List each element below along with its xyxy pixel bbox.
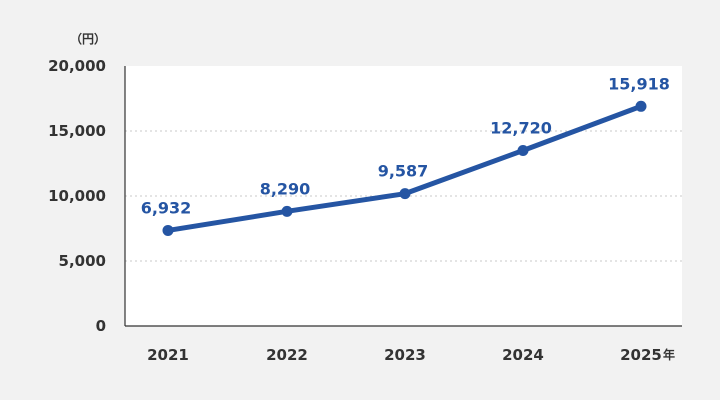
x-axis-unit-suffix: 年 xyxy=(663,347,675,362)
x-tick-label: 2022 xyxy=(266,346,308,364)
data-label-2022: 8,290 xyxy=(260,179,311,198)
y-tick-label: 10,000 xyxy=(48,187,106,205)
y-axis-ticks: 0 5,000 10,000 15,000 20,000 xyxy=(48,57,106,335)
y-tick-label: 0 xyxy=(96,317,106,335)
x-tick-label: 2024 xyxy=(502,346,544,364)
data-point-2021 xyxy=(162,224,174,236)
data-point-2023 xyxy=(399,188,411,200)
x-tick-label: 2025 xyxy=(620,346,662,364)
x-tick-label: 2023 xyxy=(384,346,426,364)
y-tick-label: 5,000 xyxy=(59,252,106,270)
data-labels: 6,932 8,290 9,587 12,720 15,918 xyxy=(141,74,670,217)
y-tick-label: 15,000 xyxy=(48,122,106,140)
data-point-2025 xyxy=(635,100,647,112)
axes xyxy=(124,66,682,327)
y-tick-label: 20,000 xyxy=(48,57,106,75)
series-price xyxy=(162,100,647,236)
data-label-2021: 6,932 xyxy=(141,198,192,217)
data-label-2024: 12,720 xyxy=(490,119,552,138)
x-tick-label: 2021 xyxy=(147,346,189,364)
data-point-2022 xyxy=(281,205,293,217)
data-label-2025: 15,918 xyxy=(608,74,670,93)
y-axis-unit-label: （円） xyxy=(70,31,106,46)
data-label-2023: 9,587 xyxy=(378,162,429,181)
x-axis-ticks: 2021 2022 2023 2024 2025 年 xyxy=(147,346,675,364)
data-point-2024 xyxy=(517,145,529,156)
